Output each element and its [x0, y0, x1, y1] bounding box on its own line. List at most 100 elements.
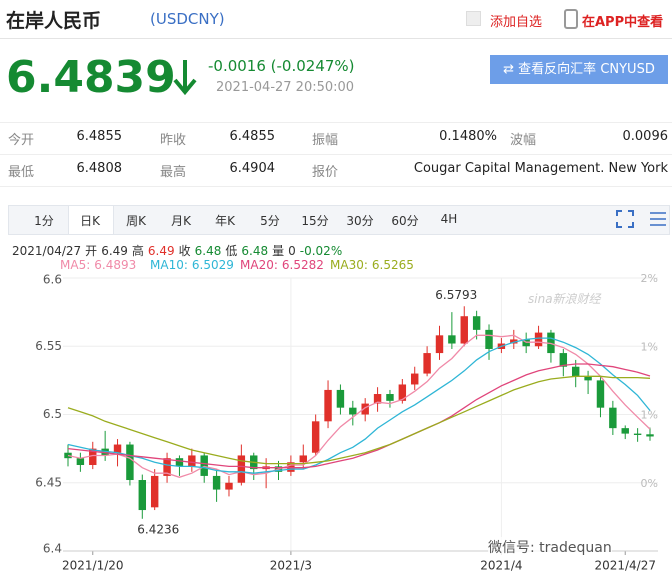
candle-body — [596, 380, 605, 408]
x-tick-label: 2021/1/20 — [62, 559, 124, 573]
candle-body — [336, 389, 345, 408]
legend-name: MA10: — [150, 258, 188, 272]
add-watch[interactable]: 添加自选 — [490, 15, 543, 30]
candle-body — [621, 428, 629, 434]
tab[interactable]: 5分 — [260, 214, 280, 228]
code: (USDCNY) — [150, 10, 225, 28]
price: 6.4839 — [6, 52, 176, 103]
tool-icons[interactable] — [616, 210, 668, 228]
ma-line — [67, 334, 651, 478]
stat-label: 昨收 — [160, 133, 187, 148]
candle-body — [534, 332, 543, 347]
stat-value: 6.4904 — [229, 161, 276, 176]
candle-body — [460, 316, 468, 344]
candle-body — [435, 335, 444, 354]
checkbox[interactable] — [466, 11, 481, 26]
candle-body — [299, 455, 307, 463]
tab[interactable]: 1分 — [34, 214, 54, 228]
tab[interactable]: 30分 — [346, 214, 374, 228]
stat-value: 6.4855 — [229, 129, 276, 144]
candle-body — [188, 455, 196, 467]
candle-body — [212, 475, 221, 490]
info-item: 2021/04/27 — [12, 244, 82, 258]
legend-name: MA30: — [330, 258, 368, 272]
row-line — [0, 186, 672, 187]
ma-line — [67, 375, 651, 465]
candle-body — [349, 407, 357, 415]
stat-label: 波幅 — [510, 133, 537, 148]
candle-body — [559, 353, 568, 367]
candle-body — [126, 444, 134, 481]
info-item: 6.49 — [147, 244, 175, 258]
row-line — [0, 122, 672, 123]
reverse-button[interactable]: ⇄ 查看反向汇率 CNYUSD — [490, 55, 668, 84]
candle-body — [361, 403, 369, 415]
candle-body — [225, 482, 233, 490]
plot: 6.6 6.55 6.5 6.45 6.4 2% 1% 1% 0% 2021/1/20 2021/3… — [35, 272, 658, 573]
tab[interactable]: 60分 — [391, 214, 419, 228]
candle-body — [472, 316, 481, 330]
y2-tick-label: 2% — [641, 272, 658, 285]
y-tick-label: 6.5 — [43, 407, 62, 421]
title: 在岸人民币 — [6, 10, 102, 32]
candle-body — [138, 480, 147, 511]
candle-body — [510, 339, 518, 344]
candle-body — [633, 433, 642, 435]
tab[interactable]: 年K — [215, 214, 235, 228]
info-item: 6.49 — [101, 244, 128, 258]
legend-entry: MA30: 6.5265 — [330, 258, 414, 272]
candle-body — [200, 455, 208, 476]
time: 2021-04-27 20:50:00 — [216, 80, 355, 95]
stat-value: Cougar Capital Management. New York — [413, 161, 668, 176]
view-app[interactable]: 在APP中查看 — [582, 15, 664, 30]
info-item: 量 — [272, 244, 285, 258]
tab[interactable]: 周K — [126, 214, 146, 228]
legend-entry: MA5: 6.4893 — [60, 258, 136, 272]
stat-label: 最低 — [8, 165, 35, 180]
legend-entry: MA20: 6.5282 — [240, 258, 324, 272]
candle-body — [237, 455, 246, 483]
candle-body — [373, 394, 382, 404]
candle-body — [150, 475, 159, 508]
stat-label: 今开 — [8, 133, 35, 148]
watermark: sina新浪财经 — [528, 292, 601, 306]
stat-label: 最高 — [160, 165, 187, 180]
candle-body — [571, 366, 580, 377]
candle-body — [311, 421, 320, 453]
info-item: 0 — [288, 244, 296, 258]
stat-value: 0.0096 — [622, 129, 669, 144]
y-tick-label: 6.6 — [43, 273, 62, 287]
divider — [0, 38, 672, 39]
x-tick-label: 2021/3 — [270, 559, 312, 573]
legend-name: MA5: — [60, 258, 90, 272]
stat-value: 6.4808 — [76, 161, 123, 176]
stat-label: 振幅 — [312, 133, 339, 148]
info-item: 开 — [85, 244, 98, 258]
candle-body — [485, 329, 493, 349]
legend-entry: MA10: 6.5029 — [150, 258, 234, 272]
x-tick-label: 2021/4 — [480, 559, 522, 573]
tab[interactable]: 15分 — [301, 214, 329, 228]
info-item: 6.48 — [194, 244, 222, 258]
trough-label: 6.4236 — [137, 522, 179, 536]
ma-line — [67, 337, 651, 474]
candle-body — [547, 332, 555, 354]
candle-body — [76, 458, 85, 466]
candle-body — [89, 448, 97, 466]
candle-body — [175, 458, 184, 467]
info-item: 6.48 — [241, 244, 269, 258]
ma-line — [67, 363, 651, 469]
info-line: 2021/04/27 开 6.49 高 6.49 收 6.48 低 6.48 量 0 -0.02% — [12, 242, 346, 259]
legend-value: 6.5282 — [282, 258, 324, 272]
info-item: -0.02% — [299, 244, 343, 258]
tab[interactable]: 日K — [80, 214, 100, 228]
info-item: 低 — [225, 244, 238, 258]
candle-body — [448, 335, 456, 344]
candle-body — [324, 389, 332, 422]
legend-value: 6.4893 — [94, 258, 136, 272]
tab[interactable]: 4H — [440, 212, 458, 226]
candle-body — [609, 407, 617, 429]
candle-body — [584, 376, 592, 381]
tab[interactable]: 月K — [171, 214, 191, 228]
